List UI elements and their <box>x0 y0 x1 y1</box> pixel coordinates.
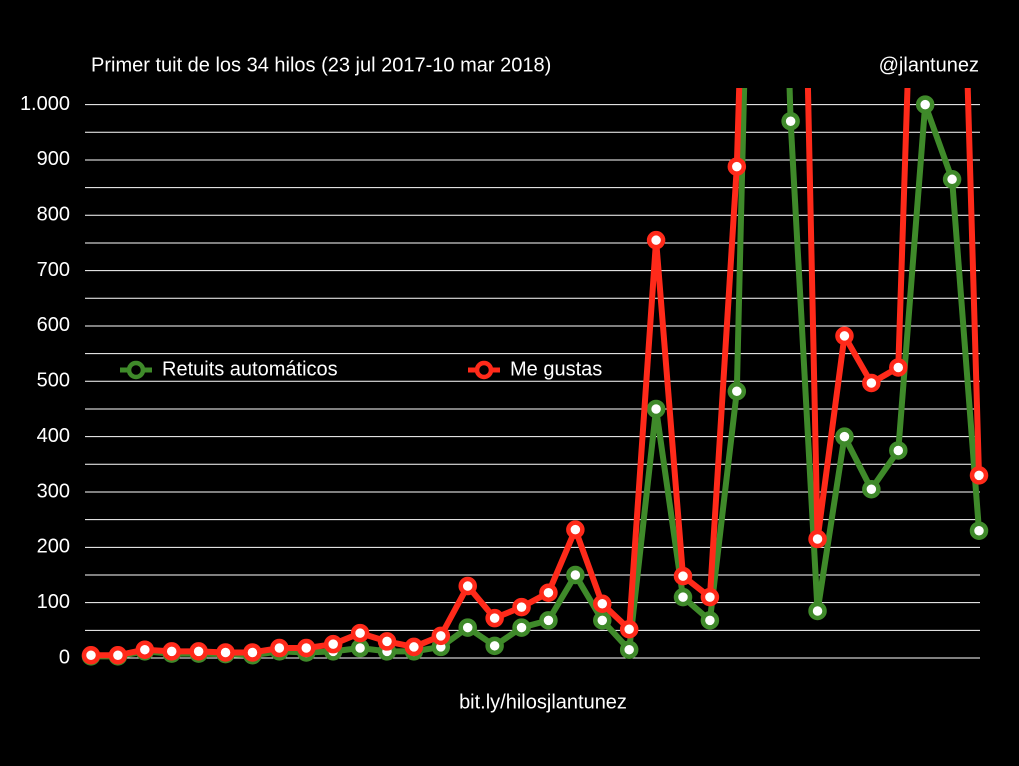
point <box>189 642 208 661</box>
grid <box>85 104 980 659</box>
point <box>915 95 935 114</box>
point <box>835 427 854 446</box>
point <box>862 479 881 499</box>
y-tick-label: 0 <box>59 646 70 668</box>
point <box>81 645 101 665</box>
y-tick-label: 100 <box>37 591 70 613</box>
point <box>323 634 343 654</box>
point <box>404 637 424 657</box>
point <box>700 611 720 630</box>
point <box>108 645 128 665</box>
y-tick-label: 700 <box>37 259 70 281</box>
point <box>593 594 612 614</box>
point <box>646 399 666 419</box>
series-line <box>91 88 982 659</box>
point <box>458 618 477 637</box>
point <box>135 640 155 659</box>
y-tick-label: 600 <box>37 314 70 336</box>
point <box>377 632 397 651</box>
point <box>700 587 720 607</box>
legend-label: Me gustas <box>510 358 602 380</box>
y-tick-label: 200 <box>37 536 70 558</box>
point <box>162 642 181 661</box>
legend-marker <box>474 360 494 380</box>
point <box>539 611 558 630</box>
point <box>539 583 558 602</box>
point <box>673 566 693 586</box>
legend-label: Retuits automáticos <box>162 358 338 380</box>
point <box>969 466 989 485</box>
point <box>808 601 827 621</box>
y-tick-label: 300 <box>37 480 70 502</box>
point <box>727 382 747 401</box>
point <box>458 576 477 596</box>
y-tick-label: 500 <box>37 370 70 392</box>
point <box>431 626 451 646</box>
point <box>485 636 504 656</box>
point <box>350 638 370 658</box>
point <box>889 441 908 460</box>
point <box>619 619 639 639</box>
chart-title: Primer tuit de los 34 hilos (23 jul 2017… <box>91 54 551 76</box>
y-tick-label: 900 <box>37 148 70 170</box>
legend-marker <box>126 360 146 380</box>
point <box>566 565 585 585</box>
point <box>727 157 747 176</box>
plot-area <box>81 88 989 666</box>
y-tick-label: 800 <box>37 204 70 226</box>
point <box>512 597 531 617</box>
point <box>673 587 693 607</box>
point <box>512 618 531 637</box>
point <box>835 326 854 346</box>
point <box>969 521 989 540</box>
point <box>942 170 962 189</box>
point <box>216 643 235 662</box>
point <box>808 529 827 549</box>
point <box>889 358 908 377</box>
y-tick-label: 400 <box>37 425 70 447</box>
y-tick-label: 1.000 <box>20 93 70 115</box>
point <box>593 611 612 630</box>
point <box>646 230 666 250</box>
point <box>485 608 504 628</box>
point <box>566 520 585 539</box>
point <box>243 643 262 662</box>
author: @jlantunez <box>879 54 979 76</box>
point <box>297 638 316 658</box>
point <box>270 638 289 658</box>
point <box>781 111 800 131</box>
point <box>350 623 370 643</box>
point <box>862 373 881 393</box>
source: bit.ly/hilosjlantunez <box>459 691 627 713</box>
point <box>619 640 639 659</box>
